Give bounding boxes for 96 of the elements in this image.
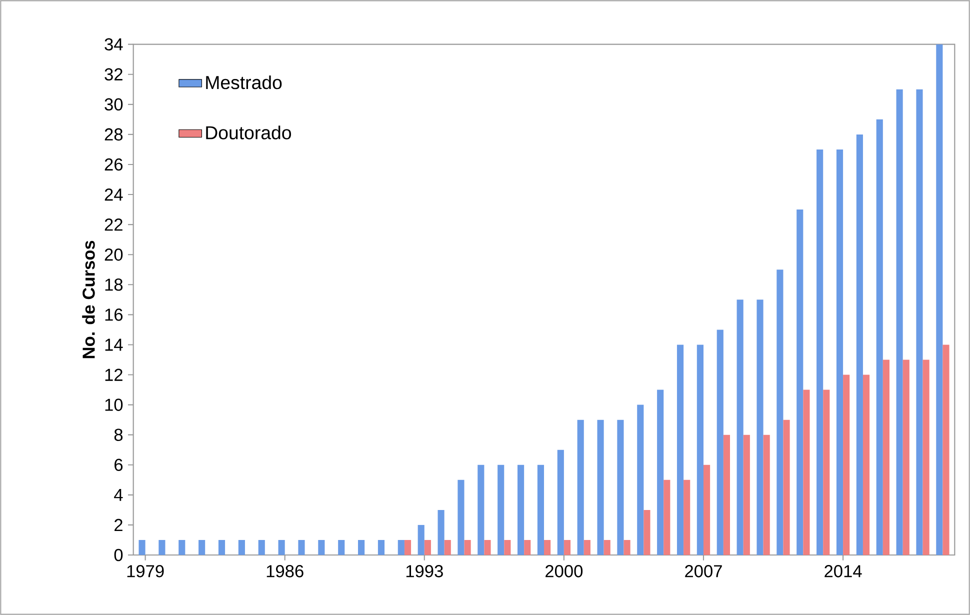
- bar: [743, 434, 750, 555]
- bar: [158, 540, 166, 555]
- bar: [716, 330, 724, 555]
- legend-label: Mestrado: [206, 75, 282, 90]
- y-tick-label: 0: [114, 548, 123, 562]
- bar: [876, 119, 883, 555]
- bar: [676, 344, 684, 555]
- y-tick-label: 4: [114, 488, 123, 501]
- y-tick-label: 18: [105, 278, 123, 291]
- y-tick-label: 24: [104, 188, 123, 201]
- bar: [504, 540, 511, 555]
- bar: [756, 300, 764, 555]
- bar: [198, 540, 206, 555]
- bar: [723, 434, 730, 555]
- bar: [823, 390, 830, 555]
- bar: [537, 464, 544, 555]
- bar: [696, 344, 704, 555]
- bar: [577, 420, 584, 555]
- y-tick-label: 8: [114, 428, 123, 441]
- bar: [597, 420, 604, 555]
- bar: [763, 434, 770, 555]
- bar: [936, 44, 943, 555]
- bar: [218, 540, 226, 555]
- bar: [896, 89, 903, 555]
- x-tick-label: 2000: [546, 565, 583, 578]
- x-tick-label: 2014: [824, 565, 862, 578]
- y-axis-title: No. de Cursos: [82, 240, 95, 358]
- y-tick-label: 14: [105, 338, 123, 351]
- bar: [922, 360, 930, 555]
- bar: [644, 510, 650, 555]
- bar: [557, 450, 564, 555]
- bar: [484, 540, 491, 555]
- bar: [624, 540, 630, 555]
- bar: [902, 360, 910, 555]
- y-tick-label: 26: [104, 158, 123, 171]
- bar: [398, 540, 404, 555]
- bar: [836, 149, 844, 555]
- bar: [498, 464, 504, 555]
- bar: [637, 404, 644, 555]
- bar: [464, 540, 471, 555]
- bar: [338, 540, 345, 555]
- y-tick-label: 2: [114, 518, 122, 532]
- bar: [604, 540, 610, 555]
- bar: [298, 540, 305, 555]
- bar: [916, 89, 923, 555]
- bar: [776, 270, 784, 555]
- bar: [458, 480, 464, 555]
- bar: [882, 360, 890, 555]
- bar: [378, 540, 385, 555]
- bar: [524, 540, 531, 555]
- x-tick-label: 1993: [406, 565, 443, 578]
- bar: [703, 464, 710, 555]
- bar: [178, 540, 186, 555]
- bar: [258, 540, 265, 555]
- y-tick-label: 22: [104, 218, 122, 231]
- bar: [584, 540, 590, 555]
- bar: [278, 540, 285, 555]
- x-tick-label: 2007: [685, 565, 722, 578]
- bar: [478, 464, 484, 555]
- bar: [318, 540, 325, 555]
- y-tick-label: 12: [105, 368, 122, 381]
- legend-label: Doutorado: [206, 126, 292, 140]
- y-tick-label: 20: [104, 248, 123, 261]
- bar: [617, 420, 624, 555]
- y-tick-label: 10: [105, 398, 123, 411]
- bar: [544, 540, 551, 555]
- bar: [424, 540, 431, 555]
- bar: [796, 210, 804, 555]
- bar: [862, 374, 870, 555]
- bar: [843, 374, 850, 555]
- x-tick-label: 1979: [127, 565, 164, 578]
- bar: [444, 540, 451, 555]
- bar: [816, 149, 824, 555]
- bar: [657, 390, 664, 555]
- x-tick-label: 1986: [266, 565, 304, 578]
- bar: [783, 420, 790, 555]
- bar: [664, 480, 670, 555]
- bar: [803, 390, 810, 555]
- y-tick-label: 6: [114, 458, 123, 472]
- bar: [684, 480, 690, 555]
- bar: [438, 510, 444, 555]
- bar: [238, 540, 245, 555]
- bar: [856, 134, 863, 555]
- bar: [736, 300, 744, 555]
- y-tick-label: 34: [104, 38, 123, 50]
- bar: [517, 464, 524, 555]
- bar: [138, 540, 146, 555]
- bar: [358, 540, 365, 555]
- y-tick-label: 28: [104, 128, 123, 141]
- bar: [418, 524, 424, 555]
- bar: [942, 344, 950, 555]
- bar: [404, 540, 412, 555]
- bar: [564, 540, 571, 555]
- y-tick-label: 30: [104, 98, 123, 111]
- y-tick-label: 16: [105, 308, 123, 321]
- y-tick-label: 32: [104, 68, 122, 81]
